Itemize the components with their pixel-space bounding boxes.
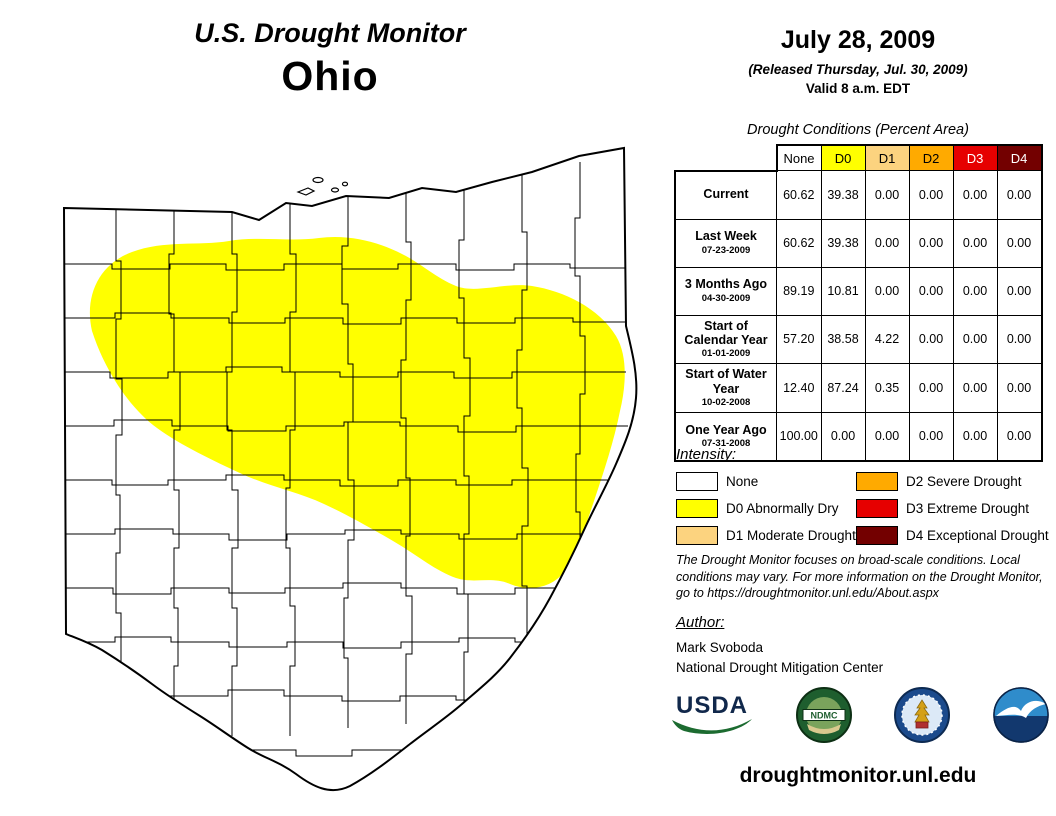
legend-title: Intensity: bbox=[676, 446, 737, 463]
map-date: July 28, 2009 bbox=[780, 26, 936, 54]
table-row-label: Start of Calendar Year 01-01-2009 bbox=[674, 314, 777, 365]
table-row: Current 60.62 39.38 0.00 0.00 0.00 0.00 bbox=[674, 169, 1043, 220]
table-row-label: One Year Ago 07-31-2008 bbox=[674, 411, 777, 462]
legend-item: D1 Moderate Drought bbox=[676, 526, 856, 545]
table-cell: 0.00 bbox=[952, 266, 998, 316]
legend-column-right: D2 Severe Drought D3 Extreme Drought D4 … bbox=[856, 472, 1052, 553]
table-row: 3 Months Ago 04-30-2009 89.19 10.81 0.00… bbox=[674, 266, 1043, 316]
table-row-label: 3 Months Ago 04-30-2009 bbox=[674, 266, 777, 316]
table-row: Start of Water Year 10-02-2008 12.40 87.… bbox=[674, 363, 1043, 413]
table-row: Last Week 07-23-2009 60.62 39.38 0.00 0.… bbox=[674, 218, 1043, 268]
table-corner-cell bbox=[675, 145, 777, 171]
table-row: Start of Calendar Year 01-01-2009 57.20 … bbox=[674, 314, 1043, 365]
table-cell: 0.00 bbox=[864, 218, 910, 268]
table-cell: 0.00 bbox=[864, 170, 910, 220]
table-cell: 4.22 bbox=[864, 314, 910, 365]
usda-logo: USDA bbox=[670, 694, 754, 736]
col-header-d2: D2 bbox=[908, 144, 954, 171]
legend-swatch-d4 bbox=[856, 526, 898, 545]
legend-swatch-d1 bbox=[676, 526, 718, 545]
legend-item: D3 Extreme Drought bbox=[856, 499, 1052, 518]
table-cell: 0.00 bbox=[908, 314, 954, 365]
logo-row: USDA NDMC bbox=[670, 686, 1050, 744]
table-cell: 39.38 bbox=[820, 170, 866, 220]
table-cell: 57.20 bbox=[776, 314, 822, 365]
ohio-drought-map bbox=[63, 147, 638, 792]
usda-swoosh bbox=[672, 719, 752, 734]
legend-item: None bbox=[676, 472, 856, 491]
table-row-label: Start of Water Year 10-02-2008 bbox=[674, 363, 777, 413]
table-cell: 0.00 bbox=[908, 266, 954, 316]
author-heading: Author: bbox=[676, 614, 725, 631]
table-cell: 0.35 bbox=[864, 363, 910, 413]
noaa-logo bbox=[992, 686, 1050, 744]
table-cell: 0.00 bbox=[820, 411, 866, 462]
release-date: (Released Thursday, Jul. 30, 2009) bbox=[748, 62, 968, 77]
col-header-d0: D0 bbox=[820, 144, 866, 171]
col-header-d4: D4 bbox=[996, 144, 1043, 171]
lake-erie-islands bbox=[296, 176, 349, 196]
table-cell: 0.00 bbox=[908, 170, 954, 220]
table-cell: 0.00 bbox=[952, 170, 998, 220]
state-name: Ohio bbox=[281, 53, 379, 99]
table-cell: 0.00 bbox=[952, 363, 998, 413]
table-row: One Year Ago 07-31-2008 100.00 0.00 0.00… bbox=[674, 411, 1043, 462]
table-cell: 100.00 bbox=[776, 411, 822, 462]
col-header-d1: D1 bbox=[864, 144, 910, 171]
legend-swatch-d2 bbox=[856, 472, 898, 491]
table-cell: 38.58 bbox=[820, 314, 866, 365]
disclaimer-text: The Drought Monitor focuses on broad-sca… bbox=[676, 553, 1043, 600]
table-cell: 60.62 bbox=[776, 218, 822, 268]
legend-column-left: None D0 Abnormally Dry D1 Moderate Droug… bbox=[676, 472, 856, 553]
col-header-none: None bbox=[775, 144, 822, 171]
map-titles: U.S. Drought Monitor Ohio bbox=[0, 18, 660, 100]
ndmc-logo: NDMC bbox=[795, 686, 853, 744]
commerce-seal-logo bbox=[893, 686, 951, 744]
table-cell: 0.00 bbox=[908, 218, 954, 268]
report-title: U.S. Drought Monitor bbox=[194, 18, 466, 48]
legend-item: D0 Abnormally Dry bbox=[676, 499, 856, 518]
table-title: Drought Conditions (Percent Area) bbox=[747, 122, 969, 138]
conditions-table: None D0 D1 D2 D3 D4 Current 60.62 39.38 … bbox=[674, 144, 1043, 462]
table-cell: 10.81 bbox=[820, 266, 866, 316]
table-cell: 0.00 bbox=[996, 314, 1043, 365]
table-cell: 0.00 bbox=[952, 314, 998, 365]
date-block: July 28, 2009 (Released Thursday, Jul. 3… bbox=[660, 26, 1056, 96]
table-cell: 0.00 bbox=[908, 363, 954, 413]
author-name: Mark Svoboda bbox=[676, 640, 764, 655]
table-cell: 0.00 bbox=[864, 411, 910, 462]
legend-item: D4 Exceptional Drought bbox=[856, 526, 1052, 545]
ndmc-logo-text: NDMC bbox=[810, 711, 837, 721]
legend-swatch-none bbox=[676, 472, 718, 491]
table-cell: 0.00 bbox=[996, 411, 1043, 462]
table-cell: 89.19 bbox=[776, 266, 822, 316]
table-row-label: Last Week 07-23-2009 bbox=[674, 218, 777, 268]
table-cell: 0.00 bbox=[952, 411, 998, 462]
intensity-legend: Intensity: None D0 Abnormally Dry D1 Mod… bbox=[676, 446, 1052, 553]
col-header-d3: D3 bbox=[952, 144, 998, 171]
legend-swatch-d0 bbox=[676, 499, 718, 518]
table-cell: 12.40 bbox=[776, 363, 822, 413]
table-cell: 60.62 bbox=[776, 170, 822, 220]
author-org: National Drought Mitigation Center bbox=[676, 660, 884, 675]
table-cell: 0.00 bbox=[908, 411, 954, 462]
author-block: Author: Mark Svoboda National Drought Mi… bbox=[676, 614, 883, 680]
table-header-row: None D0 D1 D2 D3 D4 bbox=[675, 144, 1043, 171]
site-url: droughtmonitor.unl.edu bbox=[739, 764, 977, 787]
table-row-label: Current bbox=[674, 169, 777, 220]
d0-region bbox=[89, 236, 625, 588]
table-cell: 0.00 bbox=[996, 218, 1043, 268]
info-panel: July 28, 2009 (Released Thursday, Jul. 3… bbox=[660, 0, 1056, 816]
table-cell: 0.00 bbox=[864, 266, 910, 316]
table-cell: 0.00 bbox=[996, 363, 1043, 413]
table-cell: 0.00 bbox=[952, 218, 998, 268]
table-cell: 39.38 bbox=[820, 218, 866, 268]
valid-time: Valid 8 a.m. EDT bbox=[805, 81, 911, 96]
table-cell: 0.00 bbox=[996, 266, 1043, 316]
legend-swatch-d3 bbox=[856, 499, 898, 518]
table-cell: 0.00 bbox=[996, 170, 1043, 220]
table-cell: 87.24 bbox=[820, 363, 866, 413]
legend-item: D2 Severe Drought bbox=[856, 472, 1052, 491]
